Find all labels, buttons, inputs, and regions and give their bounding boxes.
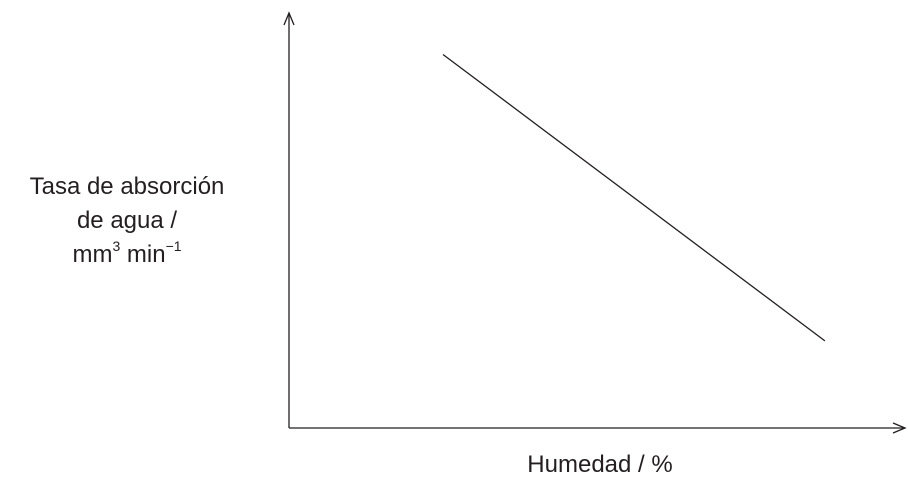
y-axis-label-line-1: Tasa de absorción (29, 173, 225, 200)
y-axis-arrow (283, 11, 295, 26)
x-axis-label: Humedad / % (527, 451, 673, 478)
y-axis-label-unit: mm3 min−1 (0, 238, 254, 272)
x-axis-arrow (892, 422, 907, 434)
unit-mm: mm (72, 241, 113, 268)
unit-exponent-minus-1: −1 (165, 238, 182, 254)
plot-area (442, 53, 826, 342)
unit-min: min (120, 241, 166, 268)
series-line-1 (442, 53, 826, 342)
y-axis-label-line-2: de agua / (76, 207, 178, 234)
axes (283, 11, 907, 434)
unit-exponent-3: 3 (112, 238, 121, 254)
y-axis-label: Tasa de absorción de agua / mm3 min−1 (0, 170, 254, 272)
